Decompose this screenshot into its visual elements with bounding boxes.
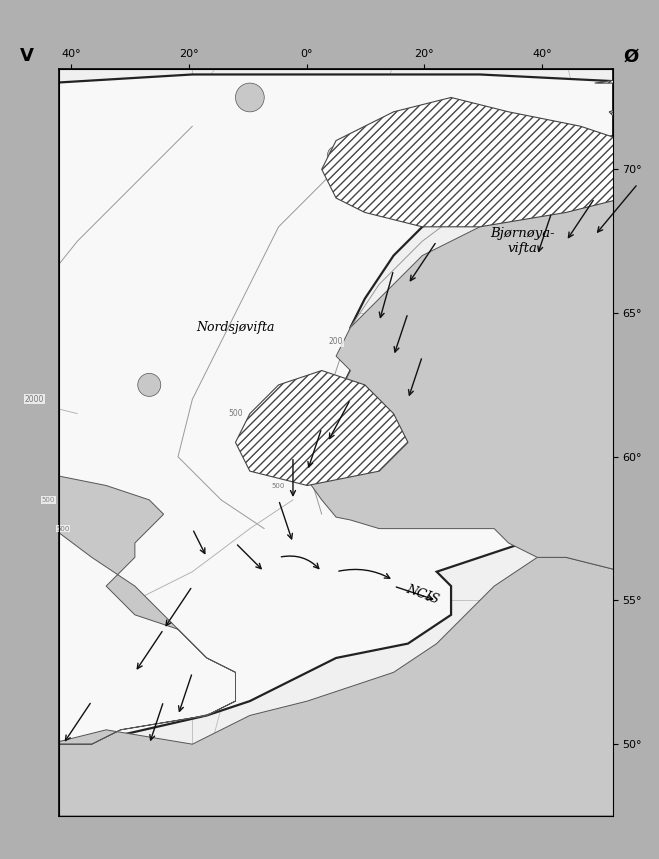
Text: Nordsjøvifta: Nordsjøvifta (196, 321, 275, 334)
Text: 500: 500 (42, 497, 55, 503)
Polygon shape (0, 543, 34, 658)
Circle shape (138, 374, 161, 396)
Polygon shape (595, 75, 659, 83)
Polygon shape (235, 370, 408, 485)
Text: 500: 500 (56, 526, 70, 532)
Circle shape (328, 146, 345, 163)
Circle shape (235, 83, 264, 112)
Polygon shape (307, 126, 659, 572)
Text: 2000: 2000 (24, 395, 44, 404)
Text: NCIS: NCIS (404, 582, 441, 606)
Text: 500: 500 (228, 409, 243, 418)
Text: 500: 500 (272, 483, 285, 489)
Text: 200: 200 (329, 338, 343, 346)
Polygon shape (5, 471, 235, 744)
Text: Bjørnøya-
vifta: Bjørnøya- vifta (490, 227, 556, 255)
Polygon shape (0, 75, 659, 744)
Polygon shape (623, 69, 659, 97)
Polygon shape (322, 97, 652, 227)
Text: V: V (20, 47, 34, 65)
Polygon shape (0, 600, 20, 716)
Polygon shape (609, 77, 659, 126)
Polygon shape (49, 313, 659, 816)
Text: Ø: Ø (624, 47, 639, 65)
